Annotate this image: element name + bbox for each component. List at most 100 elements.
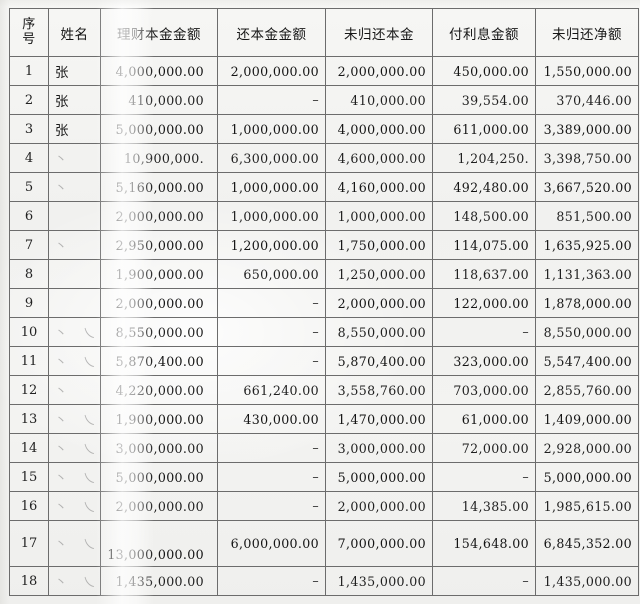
column-header-unrepaid: 未归还本金 (325, 8, 433, 57)
cell-net: 1,635,925.00 (535, 230, 639, 260)
cell-principal: 3,000,000.00 (100, 433, 218, 463)
cell-unrepaid: 5,000,000.00 (325, 462, 433, 492)
table-row: 6 2,000,000.00 1,000,000.00 1,000,000.00 148… (9, 201, 639, 231)
cell-interest: 114,075.00 (432, 230, 536, 260)
cell-name: 丶乀 (48, 491, 101, 521)
cell-interest: 611,000.00 (432, 114, 536, 144)
table-row: 4 丶 10,900,000. 6,300,000.00 4,600,000.00 1,2… (9, 143, 639, 173)
cell-repaid: 6,300,000.00 (217, 143, 326, 173)
table-header: 序 号 姓名 理财本金金额 还本金金额 未归还本金 付利息金额 未归还净额 (9, 8, 639, 57)
cell-name: 丶 (48, 143, 101, 173)
redacted-name-mark: 丶 (55, 238, 70, 253)
table-row: 17 丶乀 13,000,000.006,000,000.007,000,000.0… (9, 520, 639, 567)
empty-value-dash: – (312, 294, 319, 310)
column-header-principal: 理财本金金额 (100, 8, 218, 57)
cell-interest: 450,000.00 (432, 56, 536, 86)
table-row: 12 丶 4,220,000.00 661,240.00 3,558,760.00 703… (9, 375, 639, 405)
table-row: 13 丶乀 1,900,000.00430,000.001,470,000.0061… (9, 404, 639, 434)
empty-value-dash: – (312, 323, 319, 339)
cell-name (48, 201, 101, 231)
redacted-name-mark: 丶乀 (55, 537, 95, 551)
table-row: 1 张 4,000,000.00 2,000,000.00 2,000,000.00 45… (9, 56, 639, 86)
table-row: 8 1,900,000.00 650,000.00 1,250,000.00 118,6… (9, 259, 639, 289)
cell-net: 1,985,615.00 (535, 491, 639, 521)
cell-interest: 323,000.00 (432, 346, 536, 376)
cell-net: 6,845,352.00 (535, 520, 639, 567)
empty-value-dash: – (522, 468, 529, 484)
cell-unrepaid: 1,750,000.00 (325, 230, 433, 260)
seq-header-char-2: 号 (22, 31, 36, 47)
cell-unrepaid: 410,000.00 (325, 85, 433, 115)
cell-name: 丶 (48, 172, 101, 202)
cell-name: 张 (48, 114, 101, 144)
cell-name: 张 (48, 85, 101, 115)
cell-seq: 3 (9, 114, 49, 144)
cell-principal: 2,000,000.00 (100, 288, 218, 318)
cell-repaid: 430,000.00 (217, 404, 326, 434)
cell-seq: 2 (9, 85, 49, 115)
empty-value-dash: – (522, 572, 529, 588)
cell-name: 丶 (48, 230, 101, 260)
table-row: 16丶乀2,000,000.00–2,000,000.0014,385.001,… (9, 491, 639, 521)
cell-repaid: 1,000,000.00 (217, 114, 326, 144)
redacted-name-mark: 丶乀 (55, 499, 95, 514)
cell-repaid: 650,000.00 (217, 259, 326, 289)
table-body: 1 张 4,000,000.00 2,000,000.00 2,000,000.00 45… (9, 56, 639, 596)
cell-repaid: 1,000,000.00 (217, 201, 326, 231)
cell-repaid: – (217, 317, 326, 347)
table-row: 9 2,000,000.00–2,000,000.00 122,000.00 1,87… (9, 288, 639, 318)
empty-value-dash: – (312, 439, 319, 455)
cell-name: 丶乀 (48, 520, 101, 567)
cell-seq: 18 (9, 566, 49, 596)
column-header-seq: 序 号 (9, 8, 49, 57)
empty-value-dash: – (312, 352, 319, 368)
header-row: 序 号 姓名 理财本金金额 还本金金额 未归还本金 付利息金额 未归还净额 (9, 8, 639, 57)
cell-principal: 1,435,000.00 (100, 566, 218, 596)
cell-name: 丶乀 (48, 317, 101, 347)
redacted-name-mark: 丶乀 (55, 412, 95, 427)
cell-repaid: – (217, 288, 326, 318)
cell-repaid: – (217, 491, 326, 521)
cell-repaid: – (217, 346, 326, 376)
cell-principal: 5,000,000.00 (100, 462, 218, 492)
cell-name (48, 259, 101, 289)
cell-seq: 17 (9, 520, 49, 567)
cell-principal: 5,000,000.00 (100, 114, 218, 144)
cell-seq: 14 (9, 433, 49, 463)
cell-unrepaid: 1,250,000.00 (325, 259, 433, 289)
cell-principal: 8,550,000.00 (100, 317, 218, 347)
cell-unrepaid: 2,000,000.00 (325, 56, 433, 86)
cell-interest: 72,000.00 (432, 433, 536, 463)
cell-principal: 4,220,000.00 (100, 375, 218, 405)
cell-seq: 11 (9, 346, 49, 376)
cell-interest: 492,480.00 (432, 172, 536, 202)
name-text: 张 (55, 65, 69, 81)
cell-interest: 39,554.00 (432, 85, 536, 115)
cell-principal: 4,000,000.00 (100, 56, 218, 86)
redacted-name-mark: 丶乀 (55, 441, 95, 456)
table-row: 14丶乀3,000,000.00–3,000,000.0072,000.002,… (9, 433, 639, 463)
table-row: 18丶乀1,435,000.00–1,435,000.00–1,435,000.… (9, 566, 639, 596)
table-row: 11丶乀5,870,400.00–5,870,400.00323,000.005… (9, 346, 639, 376)
empty-value-dash: – (312, 497, 319, 513)
cell-net: 3,398,750.00 (535, 143, 639, 173)
cell-unrepaid: 4,160,000.00 (325, 172, 433, 202)
cell-principal: 2,000,000.00 (100, 201, 218, 231)
cell-seq: 8 (9, 259, 49, 289)
cell-repaid: – (217, 433, 326, 463)
table-row: 15丶乀5,000,000.00–5,000,000.00–5,000,000.… (9, 462, 639, 492)
cell-seq: 13 (9, 404, 49, 434)
cell-unrepaid: 1,435,000.00 (325, 566, 433, 596)
cell-interest: 148,500.00 (432, 201, 536, 231)
cell-net: 370,446.00 (535, 85, 639, 115)
cell-principal: 10,900,000. (100, 143, 218, 173)
cell-name: 丶乀 (48, 462, 101, 492)
cell-unrepaid: 4,600,000.00 (325, 143, 433, 173)
redacted-name-mark: 丶乀 (55, 470, 95, 485)
cell-net: 8,550,000.00 (535, 317, 639, 347)
cell-interest: – (432, 566, 536, 596)
cell-repaid: – (217, 566, 326, 596)
cell-unrepaid: 4,000,000.00 (325, 114, 433, 144)
cell-principal: 2,950,000.00 (100, 230, 218, 260)
